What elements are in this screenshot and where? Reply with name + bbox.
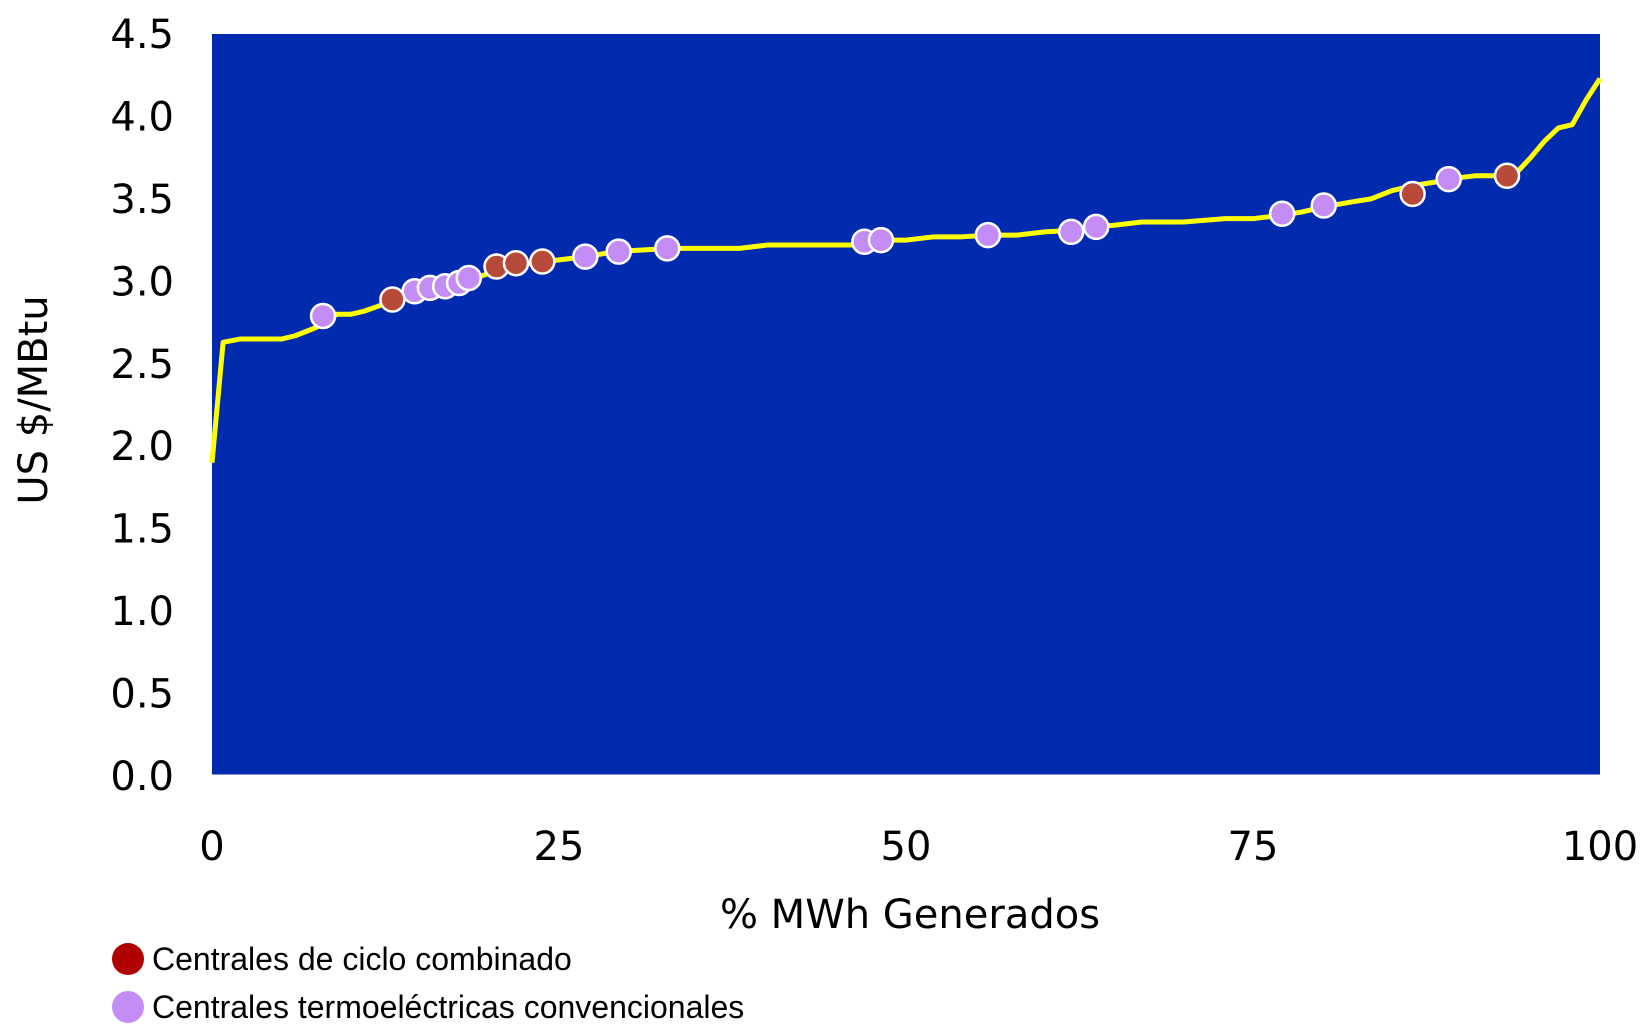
conventional-point xyxy=(572,243,599,270)
legend-label-combined-cycle: Centrales de ciclo combinado xyxy=(152,940,572,977)
y-tick-label: 2.5 xyxy=(110,342,174,388)
combined-cycle-point xyxy=(379,286,406,313)
combined-cycle-point xyxy=(529,248,556,275)
legend: Centrales de ciclo combinado Centrales t… xyxy=(112,938,744,1034)
conventional-point xyxy=(654,235,681,262)
y-tick-label: 4.0 xyxy=(110,94,174,140)
plant-markers xyxy=(309,162,1521,330)
y-tick-label: 3.0 xyxy=(110,259,174,305)
y-tick-label: 4.5 xyxy=(110,12,174,58)
conventional-point xyxy=(867,226,895,254)
y-axis-ticks: 0.0 0.5 1.0 1.5 2.0 2.5 3.0 3.5 4.0 4.5 xyxy=(110,12,174,800)
y-tick-label: 3.5 xyxy=(110,177,174,223)
y-tick-label: 1.0 xyxy=(110,589,174,635)
x-tick-label: 75 xyxy=(1228,824,1279,870)
conventional-point xyxy=(605,238,632,265)
y-axis-title: US $/MBtu xyxy=(11,295,57,504)
x-tick-label: 100 xyxy=(1562,824,1638,870)
x-tick-label: 0 xyxy=(199,824,224,870)
conventional-point xyxy=(1082,213,1110,241)
y-tick-label: 0.5 xyxy=(110,672,174,718)
conventional-point xyxy=(1057,218,1085,246)
x-axis-title: % MWh Generados xyxy=(720,892,1100,938)
legend-item-combined-cycle: Centrales de ciclo combinado xyxy=(112,938,744,980)
combined-cycle-point xyxy=(1399,180,1426,208)
y-tick-label: 2.0 xyxy=(110,424,174,470)
x-tick-label: 25 xyxy=(534,824,585,870)
legend-marker-combined-cycle xyxy=(112,943,144,975)
x-tick-label: 50 xyxy=(881,824,932,870)
y-tick-label: 0.0 xyxy=(110,754,174,800)
combined-cycle-point xyxy=(1493,162,1521,190)
conventional-point xyxy=(1268,200,1296,227)
conventional-point xyxy=(1435,165,1462,193)
x-axis-ticks: 0 25 50 75 100 xyxy=(199,776,1638,870)
y-tick-label: 1.5 xyxy=(110,507,174,553)
combined-cycle-point xyxy=(502,249,530,277)
conventional-point xyxy=(974,221,1002,249)
legend-label-conventional: Centrales termoeléctricas convencionales xyxy=(152,988,745,1025)
plot-background xyxy=(212,34,1600,776)
conventional-point xyxy=(455,264,483,292)
conventional-point xyxy=(1310,192,1338,219)
legend-item-conventional: Centrales termoeléctricas convencionales xyxy=(112,986,744,1028)
legend-marker-conventional xyxy=(112,991,144,1023)
conventional-point xyxy=(309,302,337,330)
